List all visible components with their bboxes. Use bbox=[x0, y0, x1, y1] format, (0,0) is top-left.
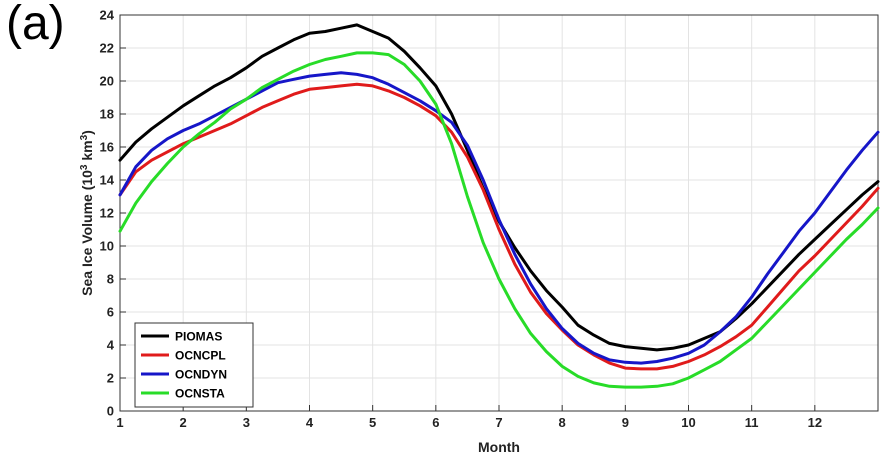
x-tick-label: 6 bbox=[432, 415, 439, 430]
series-line-ocncpl bbox=[118, 82, 880, 371]
x-axis-label: Month bbox=[478, 439, 520, 455]
x-tick-label: 10 bbox=[681, 415, 695, 430]
legend-label-piomas: PIOMAS bbox=[175, 330, 222, 344]
legend-label-ocnsta: OCNSTA bbox=[175, 387, 225, 401]
y-tick-label: 20 bbox=[100, 74, 114, 89]
y-tick-label: 0 bbox=[107, 404, 114, 419]
series-lines bbox=[118, 23, 880, 389]
y-axis-label-exp: 3 bbox=[79, 164, 90, 170]
y-tick-label: 12 bbox=[100, 206, 114, 221]
y-tick-label: 10 bbox=[100, 239, 114, 254]
y-tick-label: 14 bbox=[100, 173, 115, 188]
y-tick-label: 2 bbox=[107, 371, 114, 386]
y-tick-label: 8 bbox=[107, 272, 114, 287]
x-tick-label: 3 bbox=[243, 415, 250, 430]
x-tick-label: 5 bbox=[369, 415, 376, 430]
x-tick-label: 8 bbox=[559, 415, 566, 430]
x-tick-label: 4 bbox=[306, 415, 314, 430]
series-line-ocnsta bbox=[118, 51, 880, 389]
y-tick-label: 18 bbox=[100, 107, 114, 122]
x-tick-label: 12 bbox=[808, 415, 822, 430]
y-axis-label-main: Sea Ice Volume (10 bbox=[79, 170, 95, 296]
y-axis-label: Sea Ice Volume (103 km3) bbox=[79, 130, 95, 296]
x-tick-label: 7 bbox=[495, 415, 502, 430]
x-tick-label: 9 bbox=[622, 415, 629, 430]
legend: PIOMAS OCNCPL OCNDYN OCNSTA bbox=[134, 322, 254, 408]
y-axis-label-unit-exp: 3 bbox=[79, 134, 90, 140]
y-axis-label-close: ) bbox=[79, 130, 95, 135]
x-tick-label: 11 bbox=[745, 415, 759, 430]
y-tick-label: 24 bbox=[100, 8, 115, 23]
y-tick-label: 4 bbox=[107, 338, 115, 353]
legend-label-ocncpl: OCNCPL bbox=[175, 349, 226, 363]
x-tick-label: 1 bbox=[116, 415, 123, 430]
x-tick-labels: 1 2 3 4 5 6 7 8 9 10 11 12 bbox=[116, 405, 822, 430]
legend-label-ocndyn: OCNDYN bbox=[175, 368, 227, 382]
x-tick-label: 2 bbox=[180, 415, 187, 430]
panel-label: (a) bbox=[6, 0, 65, 50]
y-tick-label: 6 bbox=[107, 305, 114, 320]
y-axis-label-unit: km bbox=[79, 140, 95, 164]
y-tick-label: 16 bbox=[100, 140, 114, 155]
y-tick-label: 22 bbox=[100, 41, 114, 56]
